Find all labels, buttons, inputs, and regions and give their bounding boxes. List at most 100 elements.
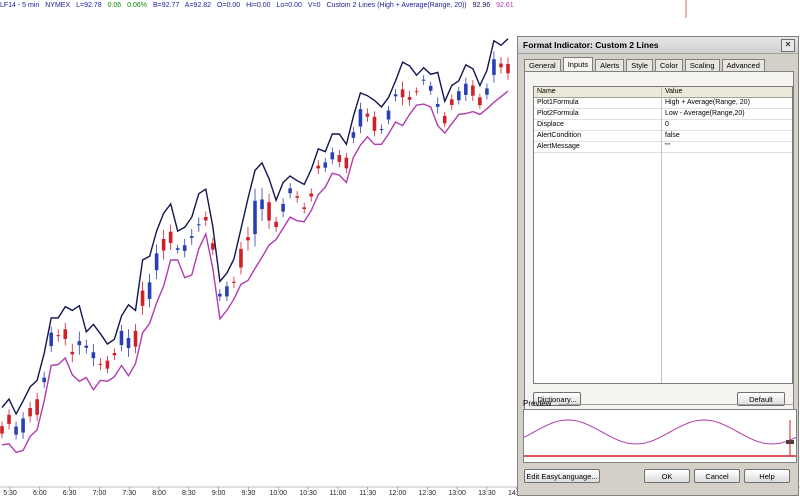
candle-body — [442, 115, 447, 124]
candle-body — [211, 243, 215, 250]
column-header-name[interactable]: Name — [534, 87, 662, 97]
edit-easylanguage-button[interactable]: Edit EasyLanguage... — [524, 469, 600, 483]
candle-body — [330, 152, 335, 160]
tab-advanced[interactable]: Advanced — [721, 59, 765, 71]
time-tick-label: 11:30 — [359, 490, 376, 496]
change-value: 0.06 — [107, 2, 122, 9]
candle-body — [56, 335, 61, 337]
candle-body — [281, 203, 285, 212]
cancel-button[interactable]: Cancel — [694, 469, 740, 483]
candle-body — [464, 83, 468, 95]
candle-body — [232, 281, 236, 283]
tab-general[interactable]: General — [524, 59, 561, 71]
candle-body — [112, 353, 117, 356]
time-tick-label: 7:00 — [93, 490, 107, 496]
time-tick-label: 11:00 — [329, 490, 346, 496]
time-tick-label: 12:00 — [389, 490, 407, 496]
candle-body — [379, 129, 384, 131]
input-name: Plot1Formula — [534, 98, 662, 108]
candle-body — [70, 351, 75, 355]
candle-body — [253, 200, 257, 235]
candle-body — [386, 110, 391, 120]
input-name: AlertMessage — [534, 142, 662, 152]
close-icon[interactable]: ✕ — [781, 39, 795, 52]
candle-body — [0, 426, 4, 434]
preview-label: Preview — [523, 399, 552, 408]
candle-body — [407, 96, 412, 100]
candle-body — [309, 193, 314, 197]
candle-body — [485, 88, 489, 95]
inputs-grid: Name Value Plot1Formula High + Average(R… — [533, 86, 793, 384]
candle-body — [499, 63, 503, 68]
tab-style[interactable]: Style — [626, 59, 653, 71]
candle-body — [288, 188, 292, 194]
inputs-panel: Name Value Plot1Formula High + Average(R… — [524, 71, 794, 413]
input-value[interactable]: "" — [665, 143, 670, 150]
candle-body — [147, 282, 152, 300]
time-tick-label: 10:00 — [270, 490, 288, 496]
volume-value: V=0 — [307, 2, 321, 9]
candle-body — [175, 248, 180, 250]
candle-body — [189, 236, 194, 238]
input-value[interactable]: 0 — [665, 121, 669, 128]
candle-body — [449, 99, 454, 105]
candle-body — [492, 59, 496, 75]
preview-wave — [523, 419, 797, 457]
input-name: Plot2Formula — [534, 109, 662, 119]
candle-body — [126, 337, 131, 349]
tab-inputs[interactable]: Inputs — [562, 57, 594, 71]
dialog-titlebar[interactable]: Format Indicator: Custom 2 Lines ✕ — [518, 37, 798, 54]
tab-alerts[interactable]: Alerts — [595, 59, 625, 71]
input-row[interactable]: AlertMessage "" — [534, 142, 792, 153]
dialog-title: Format Indicator: Custom 2 Lines — [523, 40, 659, 50]
time-tick-label: 9:30 — [242, 490, 256, 496]
candle-body — [435, 104, 440, 107]
candlesticks — [0, 51, 510, 440]
time-tick-label: 12:30 — [419, 490, 437, 496]
tab-color[interactable]: Color — [654, 59, 683, 71]
candle-body — [372, 116, 377, 131]
input-value[interactable]: High + Average(Range, 20) — [665, 99, 750, 106]
candle-body — [344, 157, 349, 169]
candle-body — [506, 63, 510, 74]
input-value[interactable]: false — [665, 132, 680, 139]
candle-body — [119, 330, 124, 346]
time-tick-label: 9:00 — [212, 490, 226, 496]
candle-body — [225, 286, 229, 297]
input-row[interactable]: Plot1Formula High + Average(Range, 20) — [534, 98, 792, 109]
input-row[interactable]: AlertCondition false — [534, 131, 792, 142]
candle-body — [267, 202, 271, 221]
candle-body — [400, 89, 405, 98]
plot2-value: 92.61 — [496, 2, 514, 9]
candle-body — [140, 290, 145, 306]
candle-body — [7, 414, 11, 424]
time-tick-label: 10:30 — [299, 490, 317, 496]
column-header-value[interactable]: Value — [665, 88, 683, 95]
lower-band-line — [1, 90, 509, 454]
candle-body — [196, 224, 201, 226]
change-pct-value: 0.06% — [127, 2, 147, 9]
input-value[interactable]: Low - Average(Range,20) — [665, 110, 745, 117]
candle-body — [457, 91, 461, 101]
candle-body — [49, 332, 53, 347]
high-value: Hi=0.00 — [246, 2, 271, 9]
candle-body — [204, 216, 208, 221]
candle-body — [133, 330, 138, 347]
input-row[interactable]: Displace 0 — [534, 120, 792, 131]
time-tick-label: 13:30 — [478, 490, 496, 496]
candle-body — [98, 363, 103, 365]
dictionary-button[interactable]: Dictionary... — [533, 392, 581, 406]
input-row[interactable]: Plot2Formula Low - Average(Range,20) — [534, 109, 792, 120]
upper-band-line — [1, 38, 509, 416]
input-name: AlertCondition — [534, 131, 662, 141]
ok-button[interactable]: OK — [644, 469, 690, 483]
candle-body — [365, 113, 370, 117]
tab-scaling[interactable]: Scaling — [684, 59, 720, 71]
default-button[interactable]: Default — [737, 392, 785, 406]
help-button[interactable]: Help — [744, 469, 790, 483]
time-tick-label: 14:00 — [508, 490, 526, 496]
candle-body — [323, 162, 328, 168]
candle-body — [91, 352, 96, 359]
candle-body — [77, 341, 82, 346]
candle-body — [28, 408, 32, 417]
